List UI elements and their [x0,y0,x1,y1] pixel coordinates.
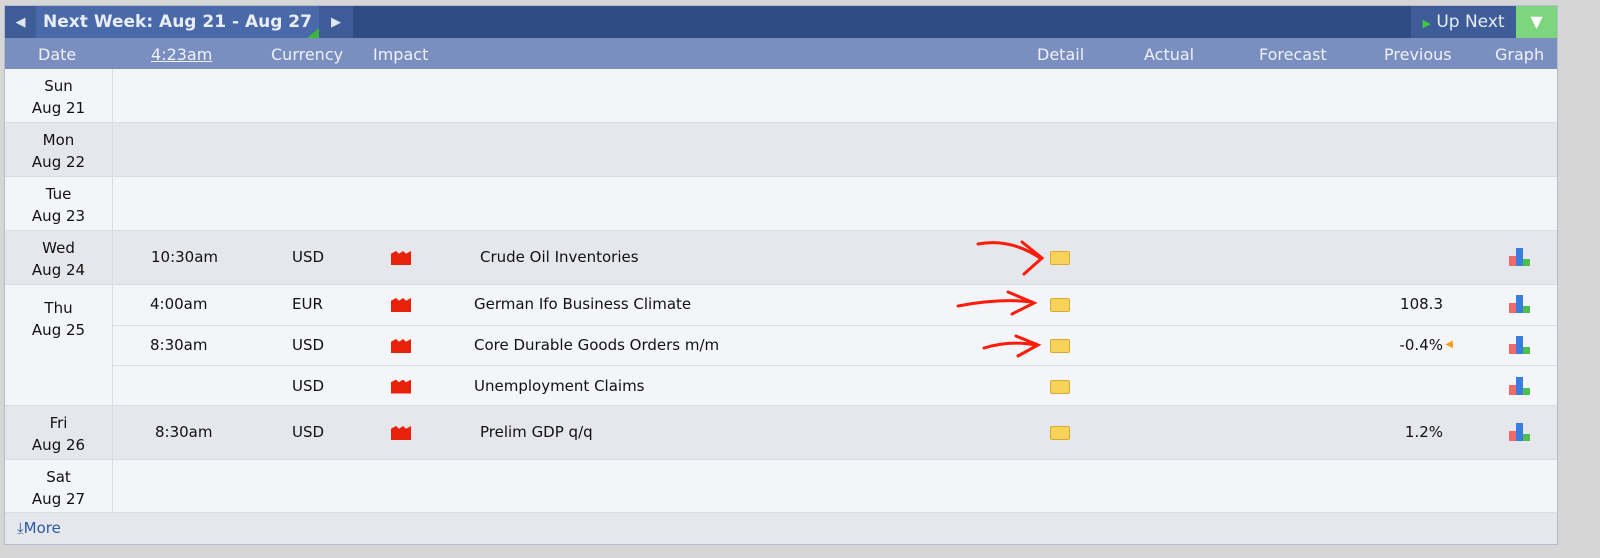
up-next-button[interactable]: ▶ Up Next [1411,6,1516,38]
col-actual: Actual [1144,45,1195,64]
week-title[interactable]: Next Week: Aug 21 - Aug 27 [36,6,319,38]
high-impact-icon [391,251,411,265]
event-title[interactable]: Crude Oil Inventories [480,248,639,266]
folder-detail-icon[interactable] [1050,251,1070,265]
folder-detail-icon[interactable] [1050,379,1070,394]
col-previous: Previous [1384,45,1452,64]
event-currency: USD [292,376,325,395]
event-title[interactable]: German Ifo Business Climate [474,295,692,313]
annotation-arrow-3 [982,334,1042,358]
event-previous: 108.3 [1400,295,1443,313]
download-arrow-icon: ⤓ [17,519,24,537]
day-row: Fri Aug 26 8:30am USD Prelim GDP q/q 1.2% [5,406,1557,460]
next-week-button[interactable]: ▶ [319,6,353,38]
more-link[interactable]: ⤓More [5,513,1557,544]
revised-indicator-icon: ◀ [1445,339,1453,350]
day-cell: Wed Aug 24 [5,231,113,284]
event-time: 8:30am [150,336,208,354]
high-impact-icon [391,379,411,394]
triangle-right-icon: ▶ [331,14,341,30]
day-cell: Sun Aug 21 [5,69,113,122]
event-previous: -0.4% [1399,336,1443,354]
col-detail: Detail [1037,45,1085,64]
event-currency: USD [292,336,325,354]
event-currency: USD [292,248,325,266]
event-previous: 1.2% [1404,423,1443,441]
day-cell: Sat Aug 27 [5,460,113,512]
day-row: Wed Aug 24 10:30am USD Crude Oil Inventor… [5,231,1557,285]
event-row[interactable]: 8:30am USD Prelim GDP q/q 1.2% [113,406,1557,460]
day-row: Tue Aug 23 [5,177,1557,231]
col-forecast: Forecast [1259,45,1327,64]
event-title[interactable]: Unemployment Claims [474,376,645,395]
bar-chart-icon[interactable] [1509,336,1531,354]
col-date: Date [38,45,77,64]
event-currency: EUR [292,295,323,313]
day-row: Sun Aug 21 [5,69,1557,123]
event-row[interactable]: 8:30am USD Core Durable Goods Orders m/m… [113,325,1557,366]
event-time: 4:00am [150,295,208,313]
calendar-table: ◀ Next Week: Aug 21 - Aug 27 ▶ ▶ Up Next… [4,5,1558,545]
day-row: Mon Aug 22 [5,123,1557,177]
bar-chart-icon[interactable] [1509,423,1531,441]
event-row[interactable]: USD Unemployment Claims [113,365,1557,407]
high-impact-icon [391,426,411,440]
col-currency: Currency [271,45,344,64]
triangle-left-icon: ◀ [15,14,26,30]
col-impact: Impact [373,45,429,64]
funnel-icon: ▼ [1530,12,1543,31]
event-currency: USD [292,423,325,441]
bar-chart-icon[interactable] [1509,295,1531,313]
day-row: Thu Aug 25 4:00am EUR German Ifo Business… [5,285,1557,406]
calendar-header: ◀ Next Week: Aug 21 - Aug 27 ▶ ▶ Up Next… [5,6,1557,38]
play-icon: ▶ [1422,17,1431,30]
event-title[interactable]: Core Durable Goods Orders m/m [474,336,720,354]
day-cell: Tue Aug 23 [5,177,113,230]
day-cell: Thu Aug 25 [5,285,113,405]
prev-week-button[interactable]: ◀ [5,6,36,38]
filter-button[interactable]: ▼ [1516,6,1557,38]
folder-detail-icon[interactable] [1050,339,1070,353]
high-impact-icon [391,298,411,312]
day-cell: Mon Aug 22 [5,123,113,176]
current-time-link[interactable]: 4:23am [151,45,213,64]
column-headers: Date 4:23am Currency Impact Detail Actua… [5,38,1557,69]
event-row[interactable]: 10:30am USD Crude Oil Inventories [113,231,1557,285]
day-cell: Fri Aug 26 [5,406,113,459]
event-time: 10:30am [151,248,219,266]
event-row[interactable]: 4:00am EUR German Ifo Business Climate 1… [113,285,1557,325]
day-row: Sat Aug 27 [5,460,1557,513]
annotation-arrow-2 [956,290,1038,316]
annotation-arrow-1 [976,240,1045,276]
bar-chart-icon[interactable] [1509,248,1531,266]
event-time: 8:30am [155,423,213,441]
col-graph: Graph [1495,45,1545,64]
folder-detail-icon[interactable] [1050,426,1070,440]
folder-detail-icon[interactable] [1050,298,1070,312]
event-title[interactable]: Prelim GDP q/q [480,423,593,441]
bar-chart-icon[interactable] [1509,376,1531,395]
high-impact-icon [391,339,411,353]
